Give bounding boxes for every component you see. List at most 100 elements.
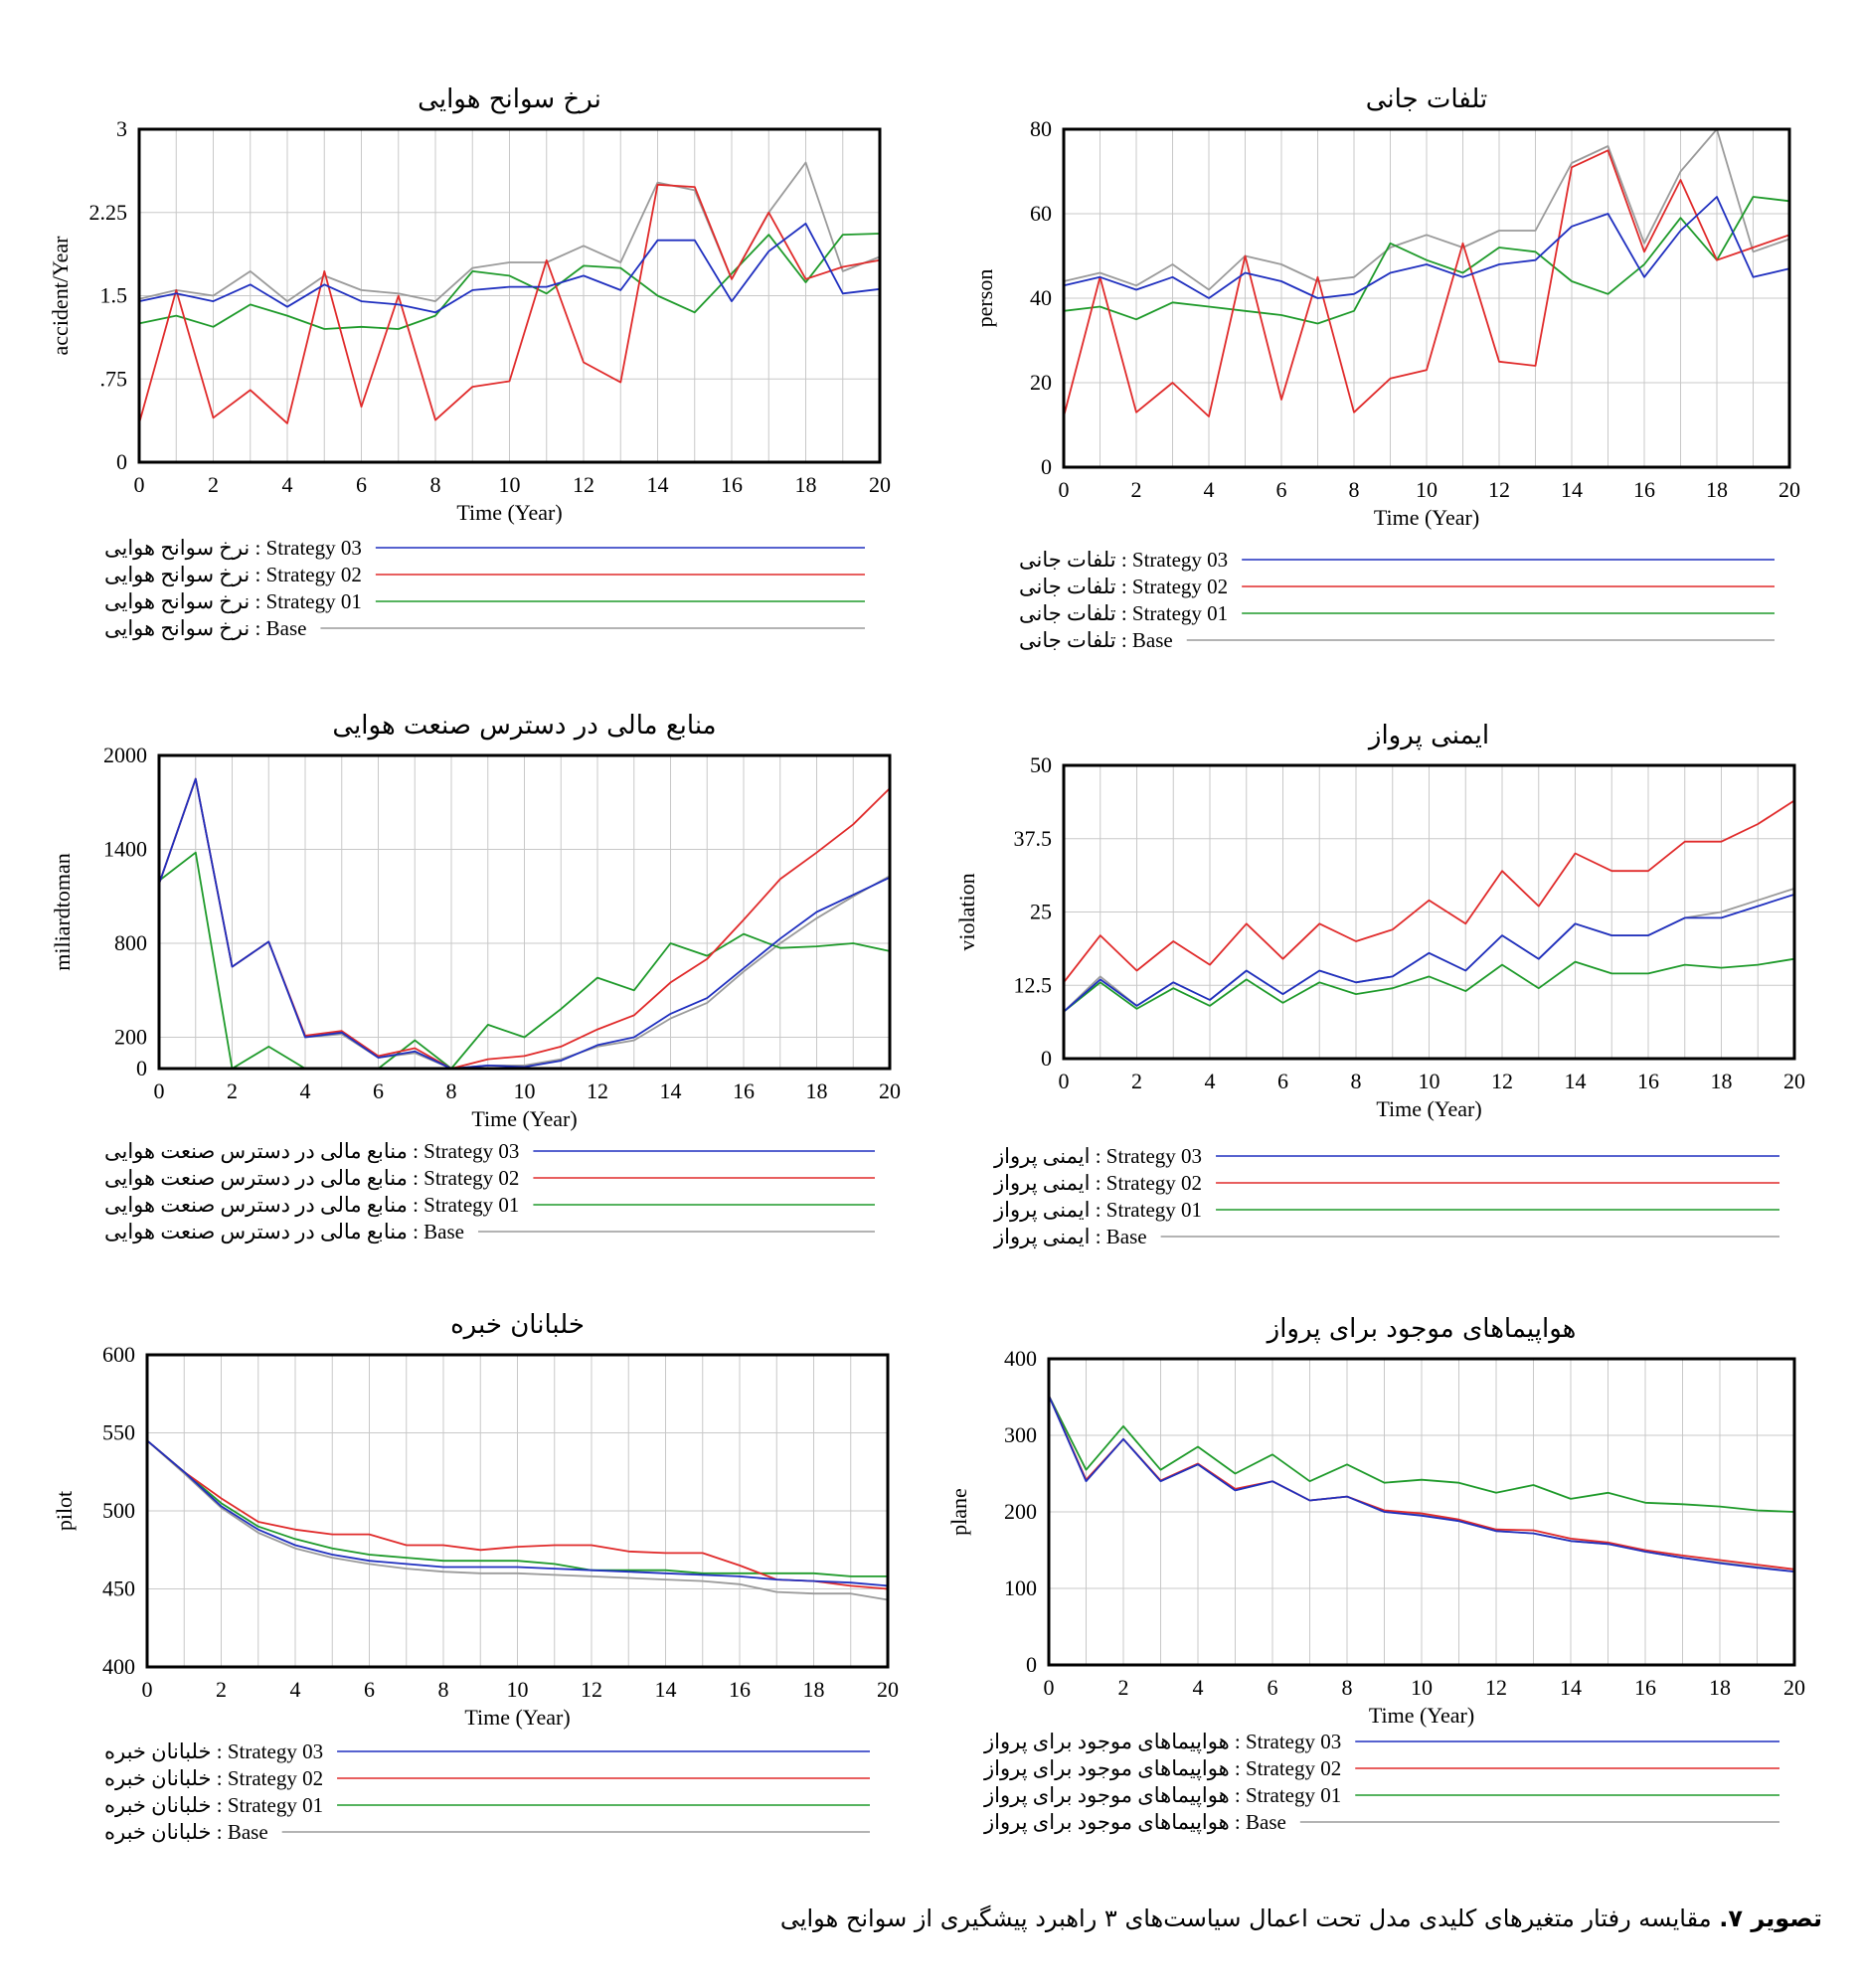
x-tick-label: 6 <box>364 1677 375 1702</box>
x-tick-label: 8 <box>1342 1675 1353 1700</box>
x-tick-label: 2 <box>1131 1069 1142 1093</box>
x-tick-label: 8 <box>430 472 441 497</box>
y-tick-label: 0 <box>136 1056 147 1080</box>
legend-label: نرخ سوانح هوایی : Strategy 01 <box>104 589 362 614</box>
x-tick-label: 16 <box>733 1078 755 1103</box>
x-tick-label: 0 <box>1059 477 1070 502</box>
legend-label: ایمنی پرواز : Strategy 01 <box>993 1198 1202 1223</box>
legend-label: هواپیماهای موجود برای پرواز : Strategy 0… <box>983 1783 1341 1808</box>
plot-frame <box>1047 1357 1796 1667</box>
caption-text: مقایسه رفتار متغیرهای کلیدی مدل تحت اعما… <box>779 1905 1720 1932</box>
chart-svg: نرخ سوانح هوایی 0 .75 1.5 2.25 3 0 2 4 6 8 10 12 14 16… <box>48 84 891 641</box>
x-tick-label: 16 <box>1637 1069 1659 1093</box>
series-line-strategy-01 <box>1048 1395 1795 1513</box>
y-axis-label: pilot <box>52 1491 77 1531</box>
plot-frame <box>1062 763 1796 1061</box>
x-tick-label: 18 <box>1711 1069 1733 1093</box>
x-tick-label: 20 <box>879 1078 901 1103</box>
y-tick-label: 800 <box>114 930 147 955</box>
y-tick-label: 80 <box>1030 116 1052 141</box>
series-line-strategy-03 <box>1063 196 1790 299</box>
y-tick-label: 50 <box>1030 752 1052 777</box>
series-line-strategy-02 <box>1063 149 1790 417</box>
x-tick-label: 14 <box>660 1078 682 1103</box>
x-axis-label: Time (Year) <box>471 1106 577 1131</box>
x-tick-label: 18 <box>803 1677 825 1702</box>
x-tick-label: 10 <box>1411 1675 1433 1700</box>
x-tick-label: 18 <box>1709 1675 1731 1700</box>
plot-frame <box>145 1353 890 1669</box>
chart-title: ایمنی پرواز <box>1367 721 1489 750</box>
x-tick-label: 10 <box>1419 1069 1440 1093</box>
chart-svg: تلفات جانی 0 20 40 60 80 0 2 4 6 8 10 12 14 16 18 20 Time… <box>972 84 1800 652</box>
x-tick-label: 2 <box>208 472 219 497</box>
x-tick-label: 14 <box>1565 1069 1587 1093</box>
series-line-strategy-02 <box>146 1439 889 1590</box>
legend-label: هواپیماهای موجود برای پرواز : Strategy 0… <box>983 1756 1341 1781</box>
y-tick-label: .75 <box>100 366 128 391</box>
y-axis-label: plane <box>946 1488 971 1536</box>
series-line-strategy-03 <box>146 1439 889 1587</box>
figure-caption: تصویر ۷. مقایسه رفتار متغیرهای کلیدی مدل… <box>780 1905 1822 1932</box>
x-tick-label: 2 <box>1131 477 1142 502</box>
x-tick-label: 14 <box>1561 477 1583 502</box>
x-tick-label: 20 <box>869 472 891 497</box>
x-tick-label: 18 <box>1706 477 1728 502</box>
chart-title: تلفات جانی <box>1366 84 1488 114</box>
series-line-strategy-02 <box>138 183 881 424</box>
y-axis-label: accident/Year <box>48 236 73 356</box>
legend-label: نرخ سوانح هوایی : Strategy 02 <box>104 563 362 587</box>
chart-title: هواپیماهای موجود برای پرواز <box>1266 1314 1577 1344</box>
y-tick-label: 400 <box>1004 1346 1037 1371</box>
y-tick-label: 2000 <box>103 743 147 767</box>
x-tick-label: 10 <box>1416 477 1438 502</box>
legend-label: خلبانان خبره : Strategy 02 <box>104 1766 323 1791</box>
chart-svg: خلبانان خبره 400 450 500 550 600 0 2 4 6 8 10 12 14 16… <box>52 1310 899 1845</box>
x-tick-label: 16 <box>1633 477 1655 502</box>
x-tick-label: 16 <box>1634 1675 1656 1700</box>
y-tick-label: 400 <box>102 1654 135 1679</box>
x-tick-label: 14 <box>647 472 669 497</box>
x-tick-label: 4 <box>1205 1069 1216 1093</box>
y-tick-label: 500 <box>102 1498 135 1523</box>
x-tick-label: 12 <box>1491 1069 1513 1093</box>
legend-label: تلفات جانی : Strategy 02 <box>1019 575 1228 598</box>
legend-label: هواپیماهای موجود برای پرواز : Base <box>983 1810 1286 1835</box>
x-tick-label: 14 <box>655 1677 677 1702</box>
x-tick-label: 20 <box>1783 1675 1805 1700</box>
legend-label: منابع مالی در دسترس صنعت هوایی : Strateg… <box>104 1166 519 1191</box>
x-tick-label: 8 <box>1349 477 1360 502</box>
x-tick-label: 4 <box>300 1078 311 1103</box>
plot-frame <box>1062 127 1791 469</box>
x-tick-label: 12 <box>1485 1675 1507 1700</box>
y-tick-label: 60 <box>1030 201 1052 226</box>
x-tick-label: 2 <box>216 1677 227 1702</box>
x-axis-label: Time (Year) <box>1369 1703 1474 1728</box>
y-axis-label: miliardtoman <box>50 853 75 971</box>
x-tick-label: 0 <box>134 472 145 497</box>
x-tick-label: 6 <box>1277 1069 1288 1093</box>
legend-label: نرخ سوانح هوایی : Base <box>104 616 306 641</box>
legend-label: خلبانان خبره : Strategy 03 <box>104 1740 323 1764</box>
x-tick-label: 16 <box>729 1677 751 1702</box>
series-line-strategy-03 <box>138 222 881 314</box>
plot-frame <box>137 127 882 464</box>
y-axis-label: violation <box>954 873 979 950</box>
legend-label: تلفات جانی : Strategy 03 <box>1019 548 1228 572</box>
y-tick-label: 37.5 <box>1014 826 1053 851</box>
chart-title: نرخ سوانح هوایی <box>418 84 601 114</box>
x-tick-label: 16 <box>721 472 743 497</box>
legend-label: ایمنی پرواز : Strategy 02 <box>993 1171 1202 1196</box>
x-tick-label: 10 <box>507 1677 529 1702</box>
chart-panel-expert-pilots: خلبانان خبره 400 450 500 550 600 0 2 4 6 8 10 12 14 16… <box>40 1287 899 1894</box>
plot-frame <box>157 753 892 1071</box>
legend-label: ایمنی پرواز : Strategy 03 <box>993 1144 1202 1169</box>
y-tick-label: 25 <box>1030 900 1052 924</box>
y-tick-label: 1.5 <box>100 283 128 308</box>
series-line-strategy-03 <box>1048 1395 1795 1573</box>
y-tick-label: 40 <box>1030 285 1052 310</box>
x-tick-label: 0 <box>154 1078 165 1103</box>
x-tick-label: 8 <box>446 1078 457 1103</box>
y-tick-label: 0 <box>116 449 127 474</box>
legend-label: نرخ سوانح هوایی : Strategy 03 <box>104 536 362 561</box>
